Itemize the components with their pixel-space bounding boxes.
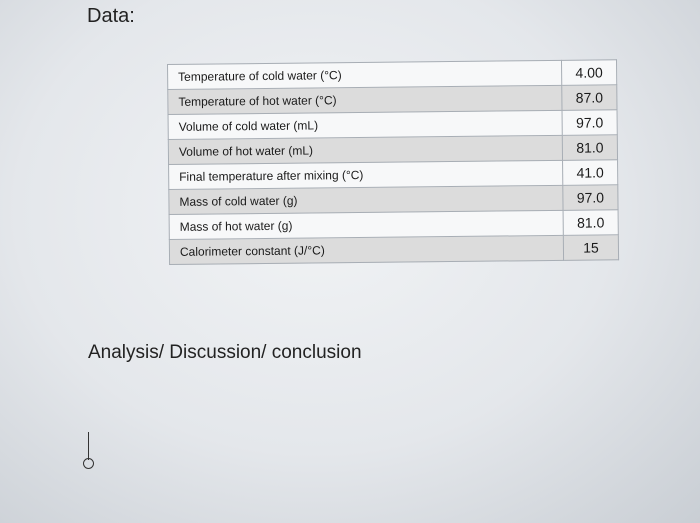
row-value: 97.0 [562, 184, 619, 211]
analysis-heading: Analysis/ Discussion/ conclusion [88, 342, 362, 363]
data-heading: Data: [87, 5, 135, 27]
row-value: 97.0 [562, 109, 618, 136]
pin-stem [88, 432, 89, 460]
table-row: Calorimeter constant (J/°C) 15 [169, 234, 619, 265]
row-value: 4.00 [561, 59, 617, 86]
row-label: Calorimeter constant (J/°C) [169, 235, 564, 265]
pin-marker-icon [82, 432, 96, 472]
pin-ring [83, 458, 94, 469]
data-table: Temperature of cold water (°C) 4.00 Temp… [167, 59, 619, 265]
row-value: 87.0 [561, 84, 618, 111]
row-value: 81.0 [563, 209, 619, 236]
row-value: 41.0 [562, 159, 618, 186]
row-value: 81.0 [562, 134, 618, 161]
row-value: 15 [563, 234, 619, 261]
